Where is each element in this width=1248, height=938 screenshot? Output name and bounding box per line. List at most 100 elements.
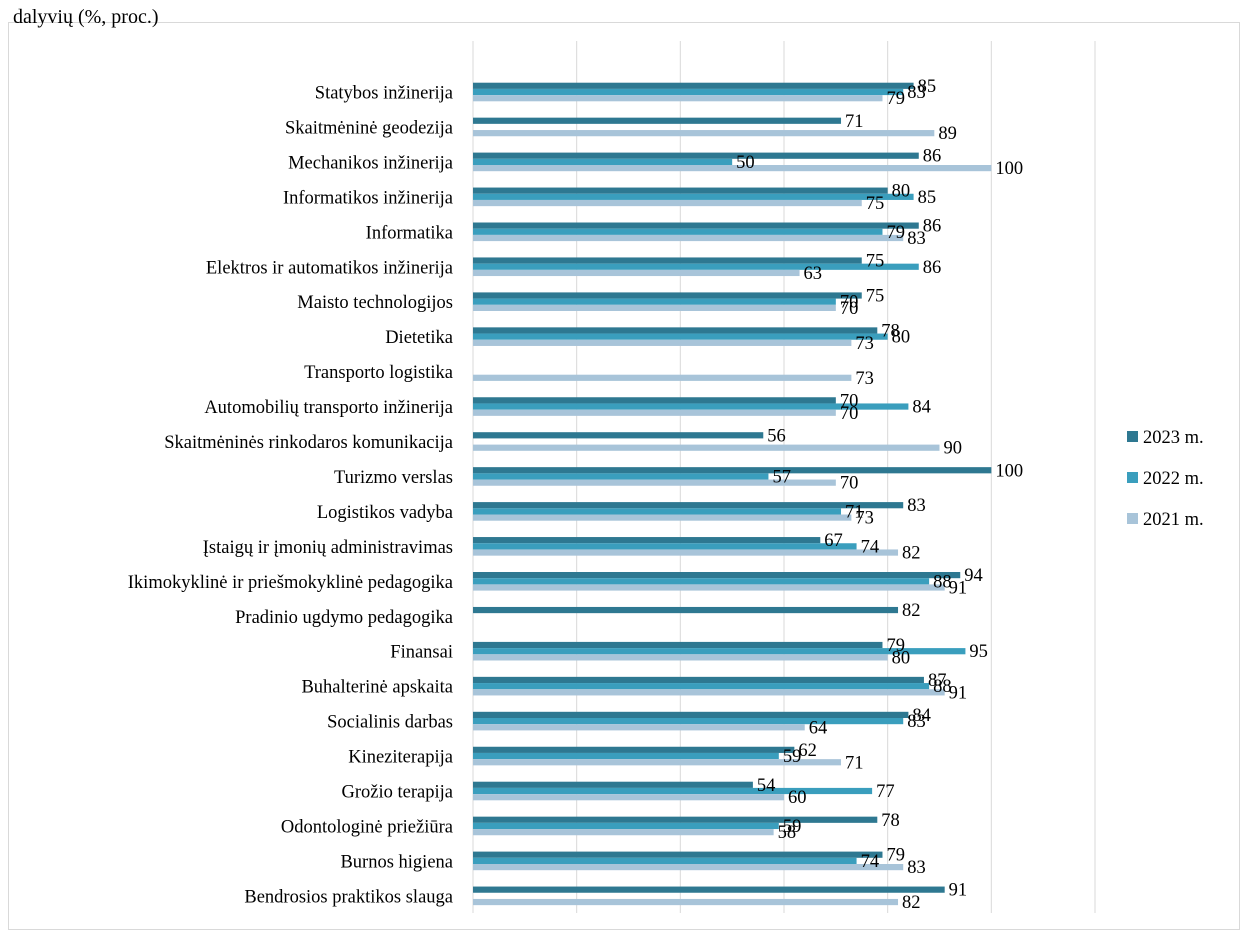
bar — [473, 467, 992, 474]
category-label: Statybos inžinerija — [315, 84, 453, 104]
category-label: Finansai — [390, 643, 453, 663]
bar — [473, 263, 919, 270]
bar — [473, 473, 769, 480]
value-label: 86 — [923, 217, 942, 237]
value-label: 74 — [861, 537, 880, 557]
legend-swatch — [1127, 513, 1138, 524]
bar — [473, 648, 966, 655]
bar — [473, 851, 883, 858]
bar — [473, 724, 805, 731]
bar — [473, 339, 852, 346]
value-label: 75 — [866, 252, 885, 272]
value-label: 67 — [824, 531, 843, 551]
bar — [473, 584, 945, 591]
legend-label: 2021 m. — [1143, 510, 1204, 530]
bars — [473, 82, 992, 906]
bar — [473, 158, 733, 165]
value-label: 84 — [912, 398, 931, 418]
bar — [473, 234, 904, 242]
value-label: 63 — [804, 264, 823, 284]
bar — [473, 759, 842, 766]
bar — [473, 752, 779, 760]
legend-label: 2023 m. — [1143, 428, 1204, 448]
value-label: 86 — [923, 258, 942, 278]
value-label: 83 — [907, 83, 926, 103]
bar — [473, 864, 904, 871]
legend-swatch — [1127, 431, 1138, 442]
value-label: 78 — [881, 811, 900, 831]
value-label: 88 — [933, 572, 952, 592]
category-label: Burnos higiena — [340, 852, 453, 872]
bar — [473, 432, 764, 439]
value-label: 91 — [949, 881, 968, 901]
bar — [473, 508, 842, 515]
category-label: Informatikos inžinerija — [283, 188, 453, 208]
value-label: 70 — [840, 391, 859, 411]
category-label: Skaitmėninės rinkodaros komunikacija — [164, 433, 453, 453]
category-label: Logistikos vadyba — [317, 503, 453, 523]
bar — [473, 444, 940, 451]
value-label: 56 — [767, 426, 786, 446]
bar — [473, 654, 888, 661]
legend: 2023 m. 2022 m. 2021 m. — [1127, 428, 1204, 530]
value-label: 58 — [778, 823, 797, 843]
bar — [473, 269, 800, 277]
category-label: Elektros ir automatikos inžinerija — [206, 258, 453, 278]
value-label: 84 — [912, 706, 931, 726]
bar — [473, 816, 878, 823]
value-label: 54 — [757, 776, 776, 796]
bar — [473, 787, 873, 795]
bar — [473, 886, 945, 893]
value-label: 83 — [907, 712, 926, 732]
bar — [473, 152, 919, 159]
value-label: 80 — [892, 648, 911, 668]
value-label: 94 — [964, 566, 983, 586]
bar — [473, 193, 914, 200]
bar — [473, 333, 888, 340]
category-label: Ikimokyklinė ir priešmokyklinė pedagogik… — [128, 573, 453, 593]
bar — [473, 689, 945, 696]
value-label: 88 — [933, 677, 952, 697]
value-label: 70 — [840, 293, 859, 313]
value-label: 70 — [840, 404, 859, 424]
value-label: 70 — [840, 299, 859, 319]
bar — [473, 228, 883, 235]
bar — [473, 298, 836, 305]
value-label: 59 — [783, 747, 802, 767]
bar-chart: Statybos inžinerija Skaitmėninė geodezija… — [128, 41, 1204, 913]
value-label: 73 — [855, 334, 874, 354]
value-label: 79 — [886, 223, 905, 243]
bar — [473, 857, 857, 864]
bar — [473, 781, 753, 788]
bar — [473, 292, 862, 299]
legend-label: 2022 m. — [1143, 469, 1204, 489]
value-label: 62 — [798, 741, 817, 761]
bar — [473, 537, 821, 544]
bar — [473, 374, 852, 381]
bar — [473, 641, 883, 649]
category-label: Transporto logistika — [304, 363, 453, 383]
value-label: 57 — [772, 467, 791, 487]
bar — [473, 304, 836, 311]
bar — [473, 479, 836, 486]
value-label: 79 — [886, 846, 905, 866]
category-label: Mechanikos inžinerija — [288, 153, 453, 173]
bar — [473, 514, 852, 521]
bar — [473, 572, 961, 579]
page-caption: dalyvių (%, proc.) — [13, 6, 159, 28]
value-label: 59 — [783, 817, 802, 837]
bar — [473, 502, 904, 509]
value-label: 82 — [902, 601, 921, 621]
bar — [473, 199, 862, 207]
value-label: 79 — [886, 636, 905, 656]
category-label: Grožio terapija — [342, 783, 453, 803]
category-label: Bendrosios praktikos slauga — [244, 887, 453, 907]
value-label: 91 — [949, 683, 968, 703]
category-label: Automobilių transporto inžinerija — [204, 398, 453, 418]
category-label: Odontologinė priežiūra — [281, 817, 453, 837]
bar — [473, 95, 883, 102]
value-label: 90 — [944, 439, 963, 459]
chart-frame: dalyvių (%, proc.) Statybos inžinerija Sk… — [8, 7, 1240, 930]
bar — [473, 543, 857, 550]
